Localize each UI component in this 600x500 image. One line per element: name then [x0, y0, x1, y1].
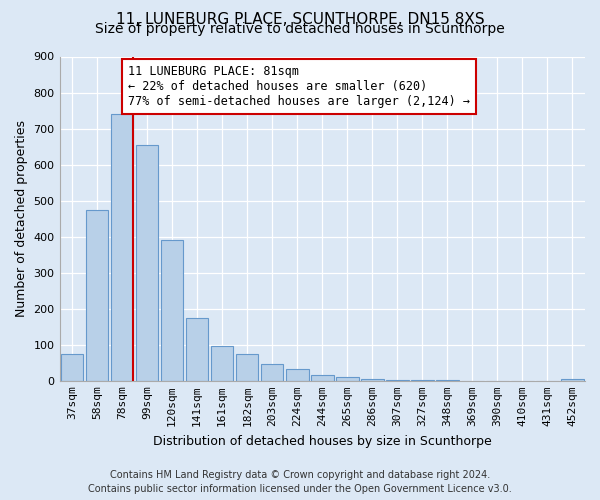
Text: Contains HM Land Registry data © Crown copyright and database right 2024.
Contai: Contains HM Land Registry data © Crown c…	[88, 470, 512, 494]
Bar	[311, 376, 334, 381]
Bar	[61, 354, 83, 381]
Bar	[186, 318, 208, 381]
Bar	[561, 379, 584, 381]
Bar	[211, 346, 233, 381]
Text: Size of property relative to detached houses in Scunthorpe: Size of property relative to detached ho…	[95, 22, 505, 36]
Bar	[336, 377, 359, 381]
Bar	[411, 380, 434, 381]
Bar	[286, 370, 308, 381]
Text: 11, LUNEBURG PLACE, SCUNTHORPE, DN15 8XS: 11, LUNEBURG PLACE, SCUNTHORPE, DN15 8XS	[116, 12, 484, 28]
X-axis label: Distribution of detached houses by size in Scunthorpe: Distribution of detached houses by size …	[153, 434, 491, 448]
Bar	[361, 379, 383, 381]
Bar	[386, 380, 409, 381]
Bar	[86, 210, 109, 381]
Y-axis label: Number of detached properties: Number of detached properties	[15, 120, 28, 317]
Bar	[261, 364, 283, 381]
Bar	[236, 354, 259, 381]
Bar	[161, 240, 184, 381]
Text: 11 LUNEBURG PLACE: 81sqm
← 22% of detached houses are smaller (620)
77% of semi-: 11 LUNEBURG PLACE: 81sqm ← 22% of detach…	[128, 64, 470, 108]
Bar	[136, 145, 158, 381]
Bar	[111, 114, 133, 381]
